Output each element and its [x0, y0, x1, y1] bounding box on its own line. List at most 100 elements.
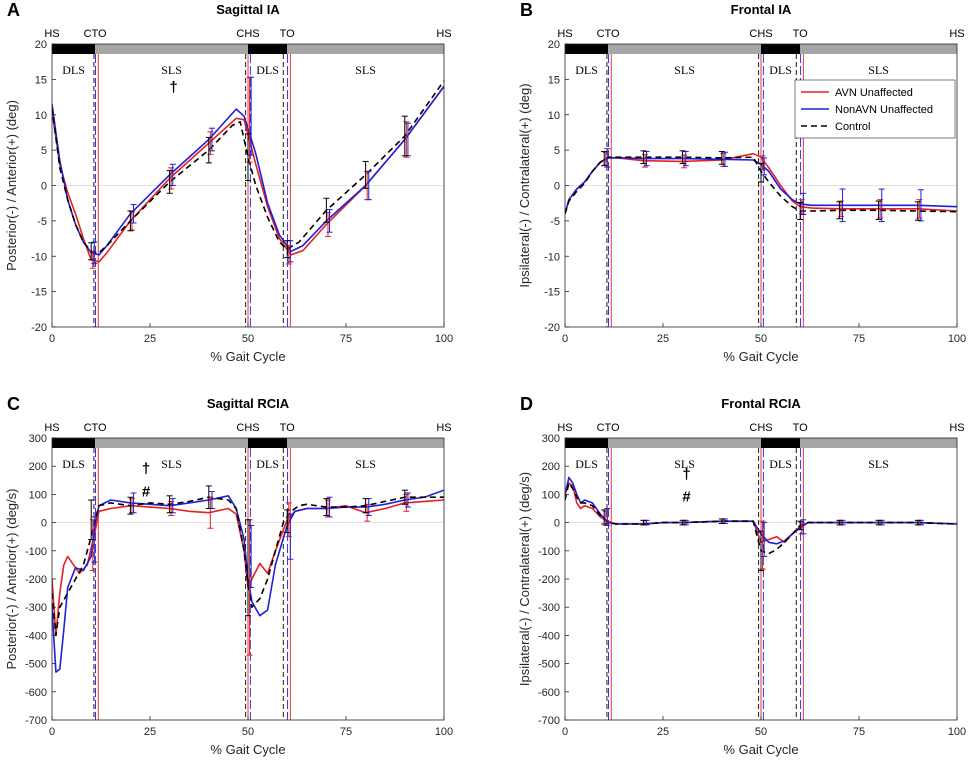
y-tick-label: -5: [550, 216, 560, 228]
y-tick-label: -700: [25, 715, 47, 727]
y-tick-label: -20: [544, 322, 560, 334]
y-axis-label: Ipsilateral(-) / Contralateral(+) (deg): [517, 83, 532, 287]
phase-label: DLS: [62, 457, 85, 471]
x-axis-label: % Gait Cycle: [210, 349, 285, 364]
phase-bar-sls: [608, 438, 761, 448]
y-tick-label: 15: [35, 74, 47, 86]
event-label-cto: CTO: [597, 422, 620, 434]
x-tick-label: 0: [562, 726, 568, 738]
event-label-chs: CHS: [749, 28, 772, 40]
phase-label: SLS: [355, 63, 376, 77]
panel-letter: C: [7, 394, 20, 414]
y-tick-label: 200: [542, 461, 560, 473]
y-tick-label: 0: [554, 181, 560, 193]
y-tick-label: -600: [25, 687, 47, 699]
series-line-nonavn-unaffected: [52, 85, 444, 256]
panel-letter: A: [7, 0, 20, 20]
phase-bar-dls: [248, 44, 288, 54]
phase-label: SLS: [355, 457, 376, 471]
x-tick-label: 50: [242, 726, 254, 738]
y-tick-label: -10: [31, 251, 47, 263]
y-tick-label: -20: [31, 322, 47, 334]
y-tick-label: 300: [542, 433, 560, 445]
event-label-chs: CHS: [236, 28, 259, 40]
x-tick-label: 25: [657, 726, 669, 738]
y-tick-label: 300: [29, 433, 47, 445]
series-line-control: [52, 80, 444, 254]
y-tick-label: -200: [25, 574, 47, 586]
y-tick-label: 5: [554, 145, 560, 157]
y-tick-label: 100: [29, 489, 47, 501]
y-tick-label: -15: [31, 287, 47, 299]
panel-title: Frontal RCIA: [721, 396, 801, 411]
phase-label: SLS: [674, 457, 695, 471]
y-tick-label: 100: [542, 489, 560, 501]
phase-label: DLS: [769, 457, 792, 471]
x-tick-label: 0: [562, 333, 568, 345]
x-axis-label: % Gait Cycle: [723, 742, 798, 757]
y-tick-label: 0: [41, 181, 47, 193]
legend-entry: AVN Unaffected: [835, 87, 913, 99]
y-tick-label: -300: [25, 602, 47, 614]
panel-title: Sagittal IA: [216, 2, 280, 17]
event-label-cto: CTO: [84, 28, 107, 40]
phase-label: DLS: [62, 63, 85, 77]
phase-label: DLS: [256, 63, 279, 77]
y-tick-label: -400: [25, 630, 47, 642]
y-tick-label: 10: [548, 110, 560, 122]
y-tick-label: -10: [544, 251, 560, 263]
y-axis-label: Ipsilateral(-) / Contralateral(+) (deg/s…: [517, 472, 532, 686]
event-label-hs: HS: [949, 28, 964, 40]
phase-bar-sls: [800, 438, 957, 448]
event-label-hs: HS: [44, 422, 59, 434]
phase-bar-sls: [95, 438, 249, 448]
legend: AVN Unaffected NonAVN Unaffected Control: [794, 79, 956, 139]
phase-label: DLS: [256, 457, 279, 471]
event-label-hs: HS: [44, 28, 59, 40]
y-tick-label: 200: [29, 461, 47, 473]
phase-bar-sls: [287, 438, 444, 448]
x-tick-label: 25: [657, 333, 669, 345]
event-label-to: TO: [280, 28, 296, 40]
series-group: [565, 476, 957, 572]
y-tick-label: 5: [41, 145, 47, 157]
x-tick-label: 100: [948, 726, 966, 738]
y-tick-label: -500: [538, 659, 560, 671]
series-group: [52, 485, 444, 673]
panel-title: Frontal IA: [731, 2, 792, 17]
significance-marker: #: [142, 484, 151, 501]
y-tick-label: -100: [25, 546, 47, 558]
phase-bar-dls: [52, 438, 96, 448]
x-tick-label: 0: [49, 726, 55, 738]
phase-label: SLS: [161, 63, 182, 77]
panel-letter: D: [520, 394, 533, 414]
y-tick-label: 0: [41, 518, 47, 530]
phase-bar-sls: [95, 44, 249, 54]
y-tick-label: 15: [548, 74, 560, 86]
y-tick-label: -400: [538, 630, 560, 642]
phase-label: DLS: [575, 63, 598, 77]
series-group: [565, 148, 957, 223]
y-tick-label: -15: [544, 287, 560, 299]
phase-bar-dls: [761, 44, 801, 54]
y-tick-label: 20: [35, 39, 47, 51]
y-axis-label: Posterior(-) / Anterior(+) (deg/s): [4, 489, 19, 670]
significance-marker: #: [682, 488, 691, 505]
x-axis-label: % Gait Cycle: [210, 742, 285, 757]
y-axis-label: Posterior(-) / Anterior(+) (deg): [4, 100, 19, 271]
legend-entry: Control: [835, 121, 870, 133]
event-label-cto: CTO: [84, 422, 107, 434]
event-label-cto: CTO: [597, 28, 620, 40]
x-tick-label: 75: [853, 333, 865, 345]
series-line-control: [565, 482, 957, 555]
phase-bar-sls: [800, 44, 957, 54]
panel-title: Sagittal RCIA: [207, 396, 290, 411]
x-tick-label: 25: [144, 726, 156, 738]
series-line-avn-unaffected: [52, 85, 444, 263]
phase-label: SLS: [161, 457, 182, 471]
x-tick-label: 50: [755, 333, 767, 345]
y-tick-label: -100: [538, 546, 560, 558]
